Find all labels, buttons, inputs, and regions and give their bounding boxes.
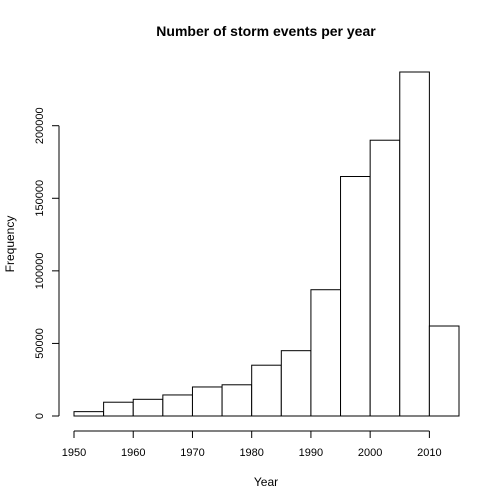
x-tick-label: 1990 [299,447,323,459]
x-tick-label: 1980 [239,447,263,459]
histogram-bar-2005 [399,71,430,417]
histogram-bar-1965 [162,394,193,417]
y-axis-label: Frequency [3,216,17,273]
x-tick-label: 1960 [121,447,145,459]
y-tick-label: 100000 [34,252,46,289]
x-tick-label: 2000 [358,447,382,459]
y-axis: 0 50000 100000 150000 200000 [34,107,60,419]
histogram-bar-1960 [132,398,164,417]
x-tick-label: 1970 [180,447,204,459]
histogram-bar-2000 [369,139,401,417]
histogram-bar-1980 [251,364,282,417]
histogram-bar-1975 [221,384,253,417]
bars-group [73,71,460,417]
histogram-bar-1985 [280,350,312,417]
y-tick-label: 50000 [34,328,46,359]
x-axis-label: Year [254,475,278,489]
x-tick-label: 2010 [417,447,441,459]
y-tick-label: 200000 [34,107,46,144]
y-tick-label: 150000 [34,180,46,217]
chart-title: Number of storm events per year [156,23,376,39]
histogram-bar-1970 [191,386,223,417]
histogram-bar-1950 [73,411,105,417]
histogram-bar-2010 [428,325,460,417]
x-tick-label: 1950 [62,447,86,459]
x-axis: 1950 1960 1970 1980 1990 2000 2010 [62,430,442,459]
y-tick-label: 0 [34,413,46,419]
histogram-bar-1995 [340,176,371,417]
histogram-bar-1990 [310,289,342,417]
histogram-bar-1955 [103,401,134,417]
